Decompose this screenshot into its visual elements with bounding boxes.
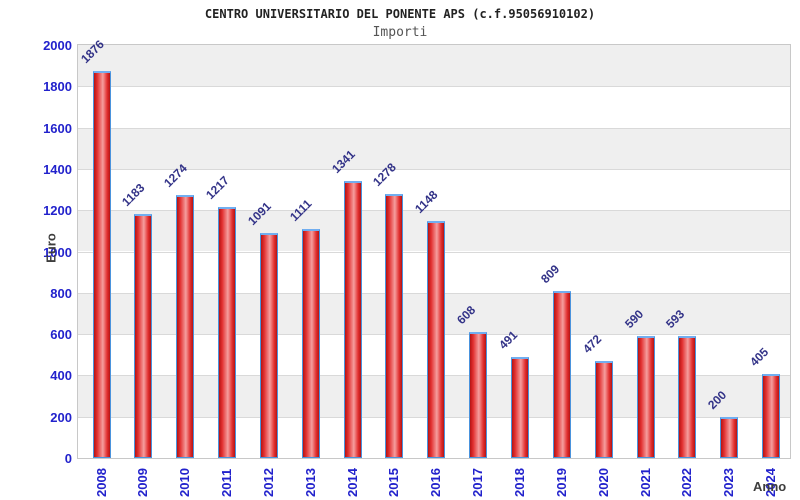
plot-band (78, 86, 790, 128)
bar-2015 (385, 194, 403, 458)
x-tick-label: 2011 (219, 468, 234, 497)
plot-band (78, 168, 790, 211)
x-tick-label: 2023 (721, 468, 736, 497)
bar-2016 (427, 221, 445, 458)
bar-2022 (678, 336, 696, 458)
x-tick-label: 2018 (512, 468, 527, 497)
bar-2011 (218, 207, 236, 458)
bar-2013 (302, 229, 320, 458)
y-tick-label: 0 (64, 451, 72, 466)
bar-2008 (93, 71, 111, 458)
x-tick-label: 2009 (135, 468, 150, 497)
x-tick-label: 2010 (177, 468, 192, 497)
y-tick-label: 600 (50, 327, 72, 343)
bar-2023 (720, 417, 738, 458)
x-tick-label: 2019 (554, 468, 569, 497)
x-axis-title: Anno (753, 479, 787, 494)
bar-2018 (511, 357, 529, 458)
x-tick-label: 2014 (345, 468, 360, 497)
x-tick-label: 2013 (303, 468, 318, 497)
plot-band (78, 45, 790, 87)
x-tick-label: 2022 (679, 468, 694, 497)
y-tick-label: 1400 (43, 161, 72, 177)
bar-2014 (344, 181, 362, 458)
gridline (78, 169, 790, 170)
y-tick-label: 1200 (43, 203, 72, 219)
y-axis-title: Euro (43, 233, 59, 263)
x-tick-label: 2008 (94, 468, 109, 497)
bar-2017 (469, 332, 487, 458)
y-tick-label: 1000 (43, 244, 72, 260)
gridline (78, 210, 790, 211)
y-tick-label: 2000 (43, 38, 72, 53)
plot-band (78, 127, 790, 169)
y-tick-label: 800 (50, 285, 72, 301)
bar-2019 (553, 291, 571, 458)
bar-2021 (637, 336, 655, 458)
y-tick-label: 400 (50, 368, 72, 384)
bar-2024 (762, 374, 780, 458)
x-tick-label: 2016 (428, 468, 443, 497)
x-tick-label: 2017 (470, 468, 485, 497)
y-tick-label: 200 (50, 409, 72, 425)
x-tick-label: 2020 (596, 468, 611, 497)
bar-2020 (595, 361, 613, 458)
bar-2012 (260, 233, 278, 458)
gridline (78, 86, 790, 87)
x-tick-label: 2021 (638, 468, 653, 497)
plot-area: 1876 1183 1274 1217 1091 1111 1341 1278 1148 608 4… (77, 37, 791, 459)
y-tick-label: 1600 (43, 120, 72, 136)
x-tick-label: 2015 (386, 468, 401, 497)
y-tick-label: 1800 (43, 79, 72, 95)
bar-2009 (134, 214, 152, 458)
x-tick-label: 2012 (261, 468, 276, 497)
gridline (78, 128, 790, 129)
chart-subtitle: Importi (372, 25, 428, 40)
chart-title: CENTRO UNIVERSITARIO DEL PONENTE APS (c.… (204, 7, 596, 21)
bar-2010 (176, 195, 194, 458)
